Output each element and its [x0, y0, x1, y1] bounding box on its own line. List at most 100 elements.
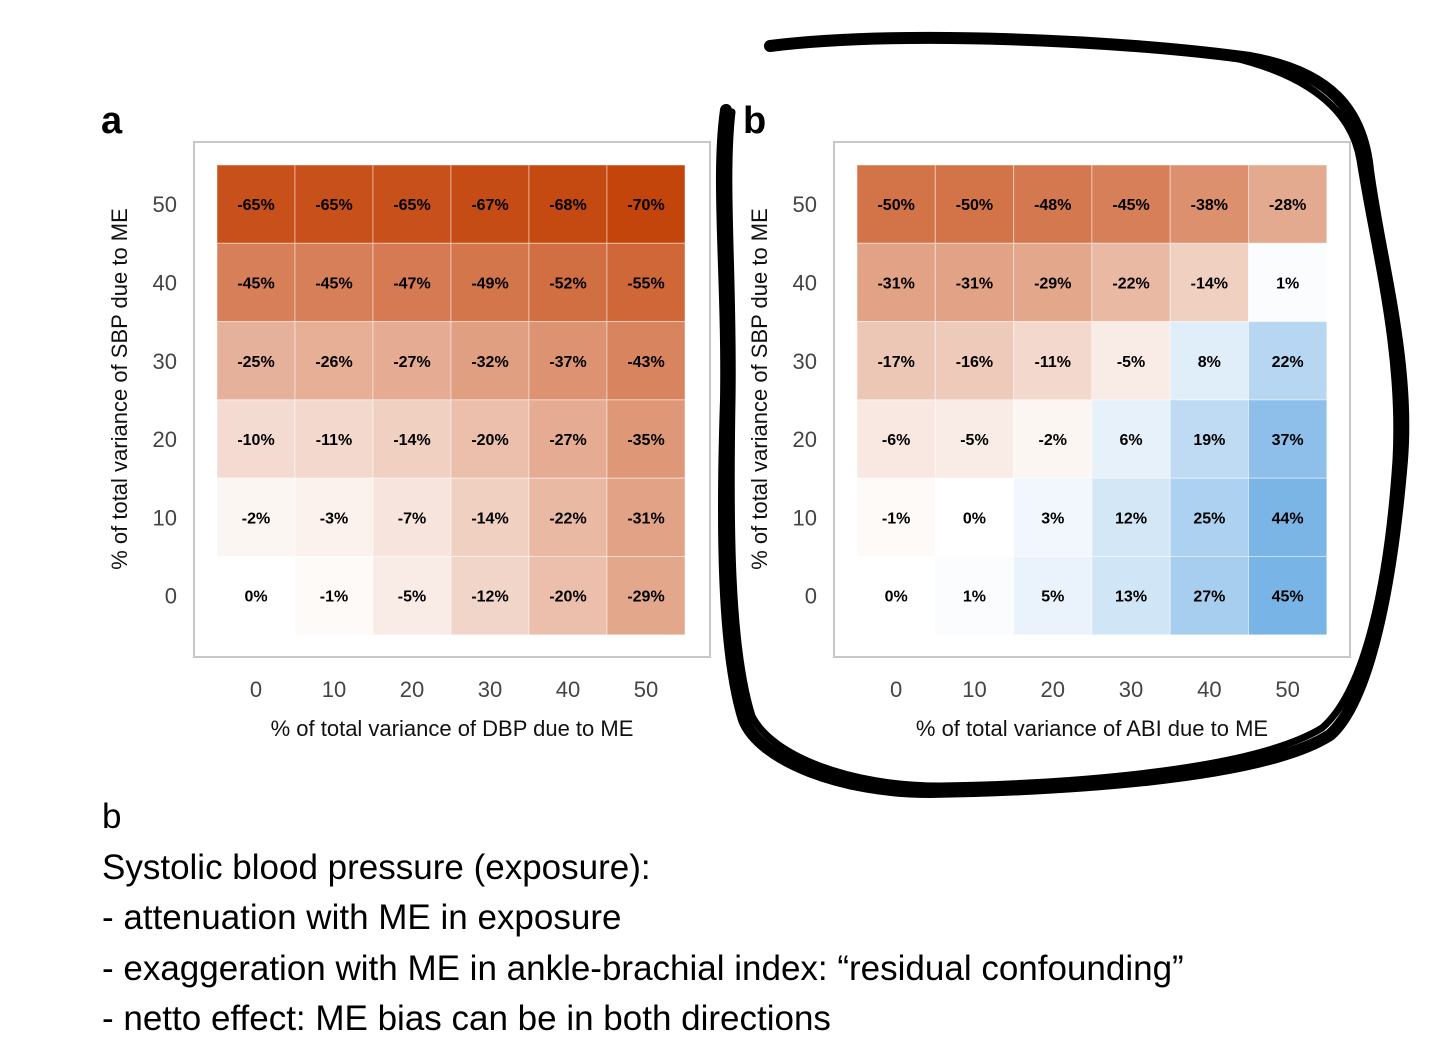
panel-b-cell-label: 45%	[1272, 589, 1304, 606]
scribble-stroke	[715, 31, 1410, 798]
panel-b-cell-label: 13%	[1115, 589, 1147, 606]
panel-a-cell-label: 0%	[244, 589, 267, 606]
panel-b-cell-label: -48%	[1034, 197, 1071, 214]
panel-a-x-tick-label: 0	[250, 677, 262, 702]
panel-a-cell-label: -47%	[393, 275, 430, 292]
panel-a-cell-label: -32%	[471, 354, 508, 371]
panel-b-cell-label: -11%	[1035, 354, 1071, 371]
panel-b-cell-label: 25%	[1193, 510, 1225, 527]
panel-b-cell-label: -16%	[956, 354, 993, 371]
panel-a-y-axis-label: % of total variance of SBP due to ME	[107, 208, 132, 570]
panel-a-heatmap-cell	[216, 399, 296, 479]
panel-b-cell-label: -45%	[1112, 197, 1149, 214]
panel-b-heatmap-cell	[1169, 477, 1249, 558]
panel-b-heatmap-cell	[1091, 242, 1171, 323]
panel-a-heatmap-cell	[528, 164, 608, 244]
panel-a-x-tick-label: 30	[478, 677, 502, 702]
panel-a-heatmap-cell	[528, 556, 608, 636]
panel-b-cell-label: -31%	[956, 275, 993, 292]
panel-b-heatmap-cell	[1013, 556, 1093, 636]
panel-a-y-tick-label: 0	[165, 584, 177, 609]
panel-a-cell-label: -35%	[627, 432, 664, 449]
panel-b-y-tick-label: 0	[805, 584, 817, 609]
scribble-stroke	[778, 35, 1042, 50]
panel-a-cell-label: -27%	[393, 354, 430, 371]
panel-a-cell-label: -65%	[393, 197, 430, 214]
panel-b-y-axis-label: % of total variance of SBP due to ME	[747, 208, 772, 570]
panel-a-cell-label: -26%	[315, 354, 352, 371]
panel-a-cell-label: -45%	[237, 275, 274, 292]
panel-b-heatmap-cell	[1169, 399, 1249, 479]
panel-b-cell-label: 19%	[1193, 432, 1225, 449]
caption-line-exaggeration: - exaggeration with ME in ankle-brachial…	[102, 948, 1184, 988]
caption-line-panel-label: b	[102, 797, 122, 836]
panel-a-cell-label: -37%	[549, 354, 586, 371]
panel-b-heatmap-cell	[934, 242, 1015, 323]
caption-line-netto-effect: - netto effect: ME bias can be in both d…	[102, 999, 831, 1038]
panel-a-cell-label: -70%	[627, 197, 664, 214]
panel-a-heatmap-cell	[606, 399, 686, 479]
panel-a-cell-label: -49%	[471, 275, 508, 292]
panel-b-cell-label: -50%	[877, 197, 914, 214]
panel-a-cell-label: -55%	[627, 275, 664, 292]
panel-a-cell-label: -12%	[471, 589, 508, 606]
panel-b-cell-label: 0%	[885, 589, 908, 606]
panel-a-cell-label: -43%	[627, 354, 664, 371]
panel-a-cell-label: -68%	[549, 197, 586, 214]
panel-b-x-tick-label: 10	[962, 677, 986, 702]
panel-b-x-tick-label: 30	[1119, 677, 1143, 702]
panel-a-heatmap-cell	[450, 399, 530, 479]
panel-a-x-tick-label: 40	[556, 677, 580, 702]
panel-b-x-tick-label: 40	[1197, 677, 1221, 702]
panel-b-cell-label: 8%	[1198, 354, 1221, 371]
panel-b-cell-label: 22%	[1272, 354, 1304, 371]
panel-b-cell-label: -31%	[877, 275, 914, 292]
panel-b-heatmap-cell	[1013, 399, 1093, 479]
panel-a-panel-label: a	[101, 100, 123, 142]
heatmap-panel-a: -65% -65% -65% -67% -68% -70% -45% -45% -47% -49%…	[101, 100, 711, 741]
panel-a-heatmap-cell	[372, 164, 452, 244]
panel-b-heatmap-cell	[1248, 242, 1328, 323]
panel-b-heatmap-cell	[856, 164, 936, 244]
panel-a-heatmap-cell	[216, 321, 296, 401]
panel-b-heatmap-cell	[934, 477, 1015, 558]
panel-b-heatmap-cell	[1169, 556, 1249, 636]
panel-a-x-tick-label: 10	[322, 677, 346, 702]
panel-a-x-tick-label: 50	[634, 677, 658, 702]
panel-a-heatmap-cell	[606, 556, 686, 636]
panel-a-heatmap-cell	[372, 556, 452, 636]
panel-a-cell-label: -20%	[471, 432, 508, 449]
panel-a-x-tick-label: 20	[400, 677, 424, 702]
panel-a-heatmap-cell	[372, 399, 452, 479]
panel-a-y-tick-label: 30	[153, 349, 177, 374]
panel-b-panel-label: b	[743, 100, 766, 142]
panel-b-heatmap-cell	[1091, 477, 1171, 558]
panel-b-heatmap-cell	[1248, 556, 1328, 636]
panel-b-heatmap-cell	[1169, 242, 1249, 323]
panel-b-cell-label: -22%	[1112, 275, 1149, 292]
panel-a-heatmap-cell	[606, 477, 686, 558]
panel-b-cell-label: -17%	[877, 354, 914, 371]
panel-a-heatmap-cell	[606, 242, 686, 323]
panel-b-cell-label: -28%	[1269, 197, 1306, 214]
panel-a-y-tick-label: 40	[153, 270, 177, 295]
panel-a-y-tick-label: 10	[153, 505, 177, 530]
panel-b-cell-label: 5%	[1041, 589, 1064, 606]
panel-a-cell-label: -27%	[549, 432, 586, 449]
panel-b-cell-label: -5%	[960, 432, 988, 449]
panel-a-cell-label: -1%	[320, 589, 348, 606]
panel-a-x-axis-label: % of total variance of DBP due to ME	[271, 716, 634, 741]
panel-b-cell-label: -38%	[1191, 197, 1228, 214]
panel-a-heatmap-cell	[294, 477, 374, 558]
panel-b-cell-label: 27%	[1193, 589, 1225, 606]
panel-b-heatmap-cell	[1248, 321, 1328, 401]
panel-b-heatmap-cell	[856, 556, 936, 636]
panel-a-cell-label: -14%	[471, 510, 508, 527]
panel-b-cell-label: -14%	[1191, 275, 1228, 292]
panel-a-cell-label: -31%	[627, 510, 664, 527]
panel-a-cell-label: -20%	[549, 589, 586, 606]
panel-b-x-axis-label: % of total variance of ABI due to ME	[916, 716, 1268, 741]
panel-a-cell-label: -3%	[320, 510, 348, 527]
panel-b-cell-label: 12%	[1115, 510, 1147, 527]
panel-b-heatmap-cell	[856, 321, 936, 401]
